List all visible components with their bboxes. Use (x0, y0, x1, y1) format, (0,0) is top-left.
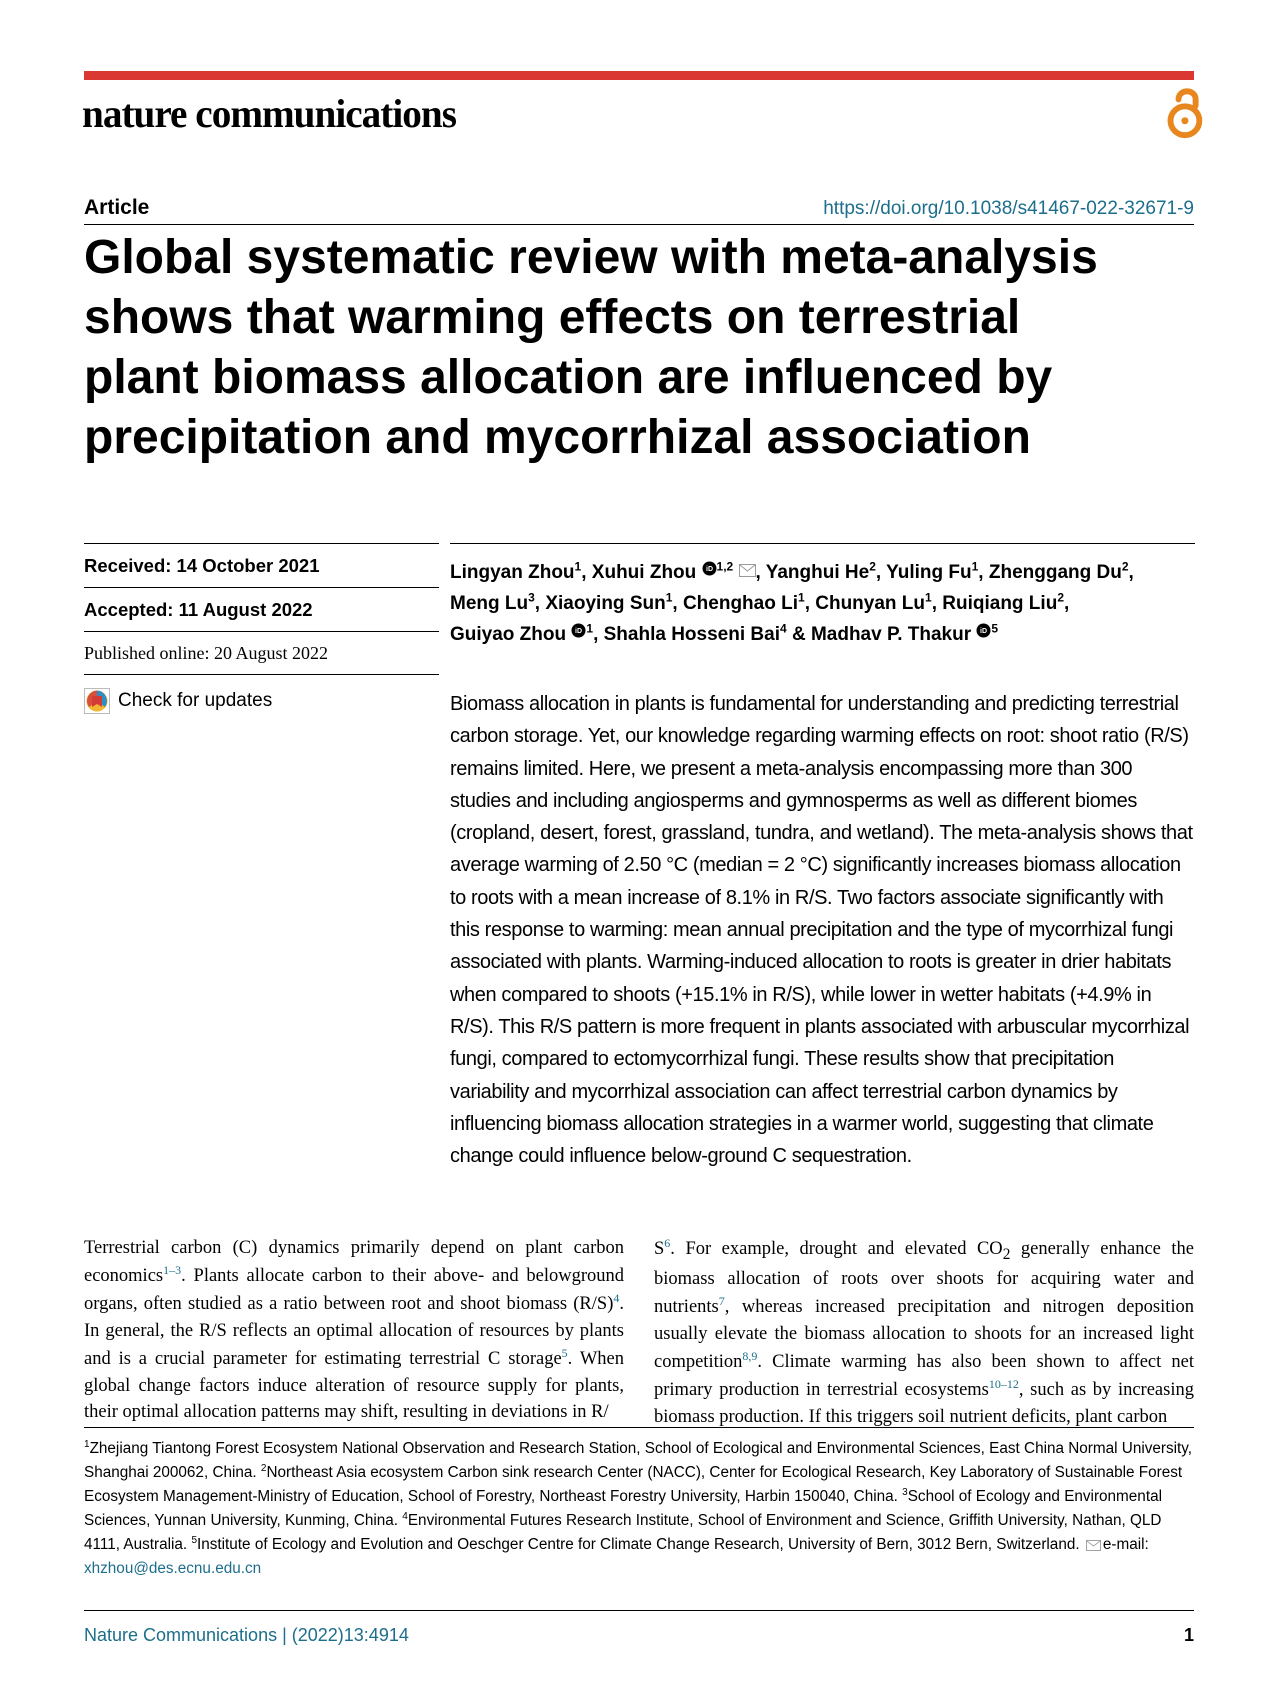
svg-text:iD: iD (706, 566, 713, 573)
svg-text:iD: iD (980, 629, 987, 636)
svg-text:iD: iD (575, 629, 582, 636)
